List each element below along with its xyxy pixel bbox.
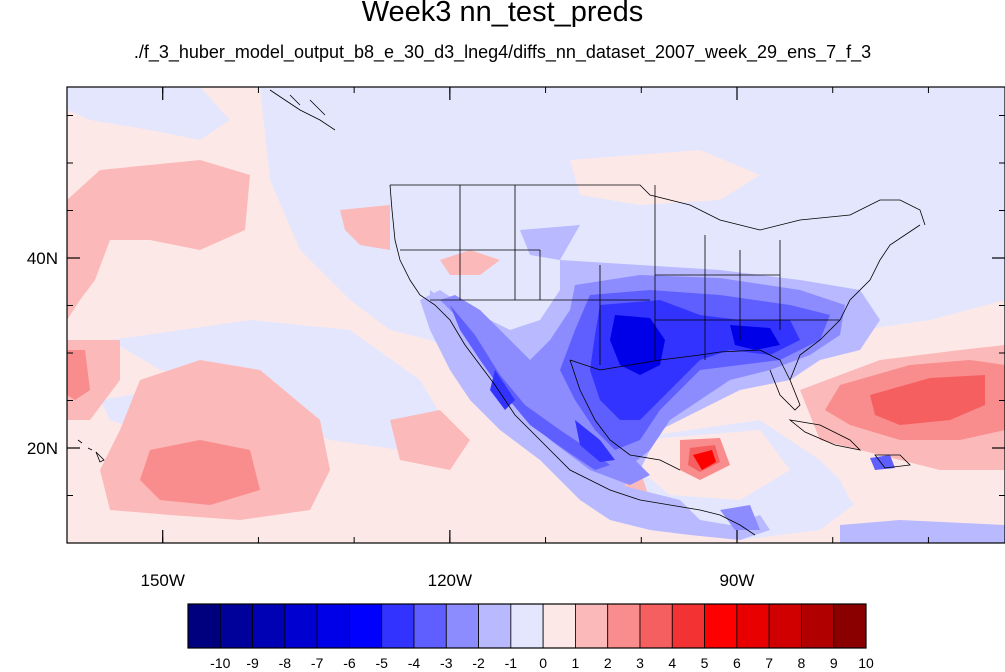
colorbar-label: 0 (539, 655, 547, 671)
colorbar-label: 10 (858, 655, 874, 671)
colorbar-label: 9 (830, 655, 838, 671)
colorbar-swatch (671, 603, 705, 649)
colorbar-label: 5 (701, 655, 709, 671)
lon-tick-label: 120W (428, 571, 472, 590)
map-title: Week3 nn_test_preds (361, 0, 644, 28)
colorbar-swatch (801, 603, 835, 649)
colorbar-label: 6 (733, 655, 741, 671)
colorbar-swatch (284, 603, 318, 649)
colorbar-swatch (478, 603, 512, 649)
contour-field (67, 87, 1005, 543)
coastlines-and-borders (77, 89, 926, 536)
colorbar-label: 2 (604, 655, 612, 671)
colorbar-swatch (607, 603, 641, 649)
lon-tick-label: 150W (141, 571, 185, 590)
positive-peak (693, 450, 716, 470)
colorbar-swatch (510, 603, 544, 649)
colorbar-label: 3 (636, 655, 644, 671)
map-subtitle: ./f_3_huber_model_output_b8_e_30_d3_lneg… (133, 42, 872, 62)
lon-tick-label: 90W (720, 571, 755, 590)
lat-tick-label: 20N (27, 439, 58, 458)
colorbar-swatch (575, 603, 609, 649)
colorbar-label: 4 (668, 655, 676, 671)
colorbar-swatch (187, 603, 221, 649)
colorbar-label: -4 (408, 655, 421, 671)
colorbar-swatch (252, 603, 286, 649)
colorbar-label: -8 (279, 655, 292, 671)
colorbar-swatch (639, 603, 673, 649)
colorbar-swatch (542, 603, 576, 649)
colorbar-swatch (736, 603, 770, 649)
colorbar-label: -5 (375, 655, 388, 671)
colorbar-frame (187, 603, 867, 649)
colorbar-swatch (704, 603, 738, 649)
colorbar-label: -1 (505, 655, 518, 671)
colorbar-label: -10 (210, 655, 230, 671)
map-frame (66, 86, 1005, 544)
colorbar-swatch (445, 603, 479, 649)
colorbar-label: 7 (765, 655, 773, 671)
colorbar: -10 -9 -8 -7 -6 -5 -4 -3 -2 -1 0 1 2 3 4 5 6 7 8 9 10 (187, 603, 874, 671)
colorbar-swatch (381, 603, 415, 649)
colorbar-label: -9 (246, 655, 259, 671)
colorbar-swatch (413, 603, 447, 649)
colorbar-label: -6 (343, 655, 356, 671)
colorbar-swatch (316, 603, 350, 649)
colorbar-label: -2 (472, 655, 485, 671)
colorbar-label: 1 (572, 655, 580, 671)
colorbar-label: 8 (798, 655, 806, 671)
map-axes: 150W 120W 90W 40N 20N (27, 87, 1005, 590)
colorbar-swatch (768, 603, 802, 649)
negative-regions-6-8 (610, 315, 780, 375)
lat-tick-label: 40N (27, 249, 58, 268)
colorbar-swatch (349, 603, 383, 649)
colorbar-label: -7 (311, 655, 324, 671)
colorbar-swatch (219, 603, 253, 649)
colorbar-label: -3 (440, 655, 453, 671)
colorbar-swatch (833, 603, 867, 649)
